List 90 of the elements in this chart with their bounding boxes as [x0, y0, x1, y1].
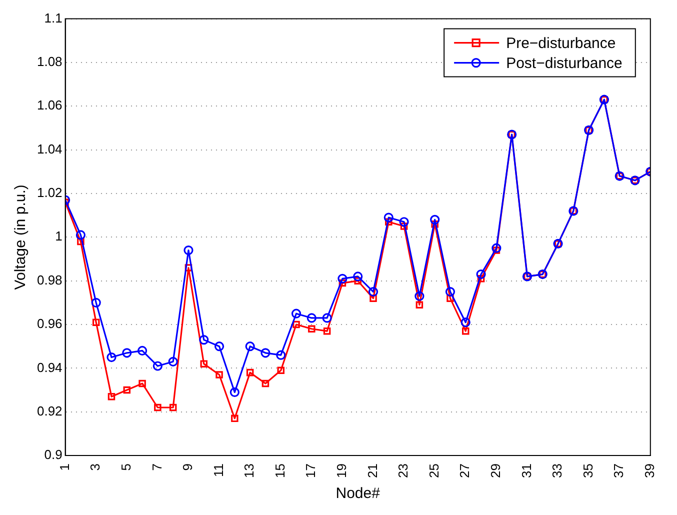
point [76, 230, 86, 240]
x-tick-label: 13 [242, 464, 257, 478]
point [276, 350, 286, 360]
x-tick-label: 19 [334, 464, 350, 478]
x-tick-label: 7 [149, 464, 164, 471]
point [199, 335, 209, 345]
x-tick-label: 39 [642, 464, 657, 478]
point [370, 294, 377, 302]
x-tick-label: 3 [88, 464, 103, 471]
point [246, 368, 254, 376]
point [400, 222, 408, 230]
point [476, 269, 486, 280]
point [122, 348, 132, 358]
y-tick-label: 0.94 [36, 360, 62, 375]
y-tick-label: 1 [55, 228, 62, 244]
point [169, 404, 177, 412]
point [492, 246, 500, 254]
point [308, 325, 316, 333]
legend-label: Post−disturbance [506, 54, 622, 72]
point [123, 386, 131, 394]
point [230, 387, 240, 398]
point [477, 275, 485, 282]
x-tick-label: 37 [611, 464, 626, 478]
point [214, 342, 224, 352]
point [323, 327, 331, 335]
x-tick-label: 27 [457, 464, 472, 478]
y-tick-label: 0.96 [36, 316, 62, 332]
point [492, 243, 502, 253]
y-tick-label: 1.08 [36, 54, 62, 70]
point [106, 352, 116, 362]
point [77, 238, 84, 246]
point [399, 217, 409, 227]
point [306, 313, 316, 323]
x-tick-label: 25 [426, 464, 442, 478]
x-axis-title: Node# [336, 485, 381, 502]
point [184, 245, 194, 256]
y-tick-label: 1.04 [36, 141, 62, 156]
point [353, 272, 363, 282]
x-tick-label: 5 [118, 464, 134, 471]
point [354, 277, 362, 284]
point [277, 366, 284, 374]
x-tick-label: 35 [580, 464, 596, 478]
x-tick-label: 17 [303, 464, 318, 478]
y-tick-label: 0.92 [36, 403, 62, 418]
point [92, 318, 100, 326]
y-tick-label: 1.06 [36, 98, 62, 113]
y-axis-title: Voltage (in p.u.) [12, 184, 30, 290]
x-tick-label: 31 [518, 464, 534, 478]
point [430, 214, 440, 224]
x-tick-label: 15 [272, 464, 288, 478]
point [138, 380, 146, 388]
x-tick-label: 11 [210, 464, 226, 478]
point [260, 348, 270, 358]
point [416, 301, 424, 308]
y-tick-label: 1.02 [36, 185, 62, 200]
point [322, 313, 332, 323]
point [216, 371, 223, 378]
point [91, 298, 101, 308]
y-tick-label: 0.98 [36, 272, 62, 288]
point [137, 346, 148, 356]
point [154, 404, 162, 412]
x-tick-label: 9 [180, 464, 196, 471]
y-tick-label: 1.1 [44, 10, 62, 26]
point [291, 308, 302, 318]
point [338, 274, 348, 284]
point [384, 212, 394, 222]
point [338, 279, 346, 287]
y-tick-label: 0.9 [44, 447, 62, 462]
x-tick-label: 29 [488, 464, 504, 478]
point [245, 342, 255, 352]
x-tick-label: 23 [396, 464, 411, 478]
point [368, 286, 378, 297]
point [445, 286, 456, 297]
point [200, 360, 208, 368]
point [262, 380, 270, 388]
point [414, 291, 424, 301]
point [446, 294, 454, 302]
point [385, 218, 392, 226]
legend-label: Pre−disturbance [506, 34, 616, 52]
point [460, 318, 470, 328]
point [184, 264, 192, 272]
point [231, 414, 238, 422]
point [462, 327, 470, 335]
x-tick-label: 33 [550, 464, 565, 478]
point [168, 356, 178, 366]
x-tick-label: 1 [56, 464, 72, 471]
point [108, 392, 116, 400]
x-tick-label: 21 [364, 464, 380, 478]
point [152, 361, 162, 371]
point [292, 320, 300, 328]
